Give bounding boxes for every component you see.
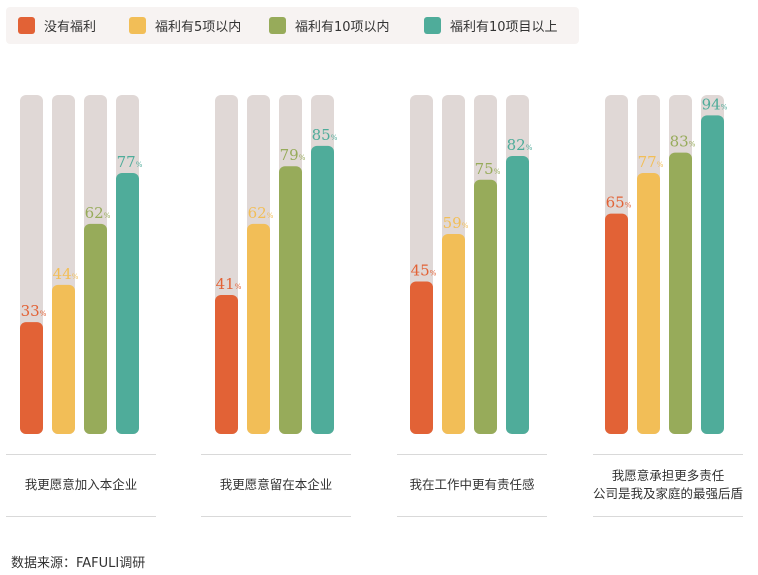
bar [701, 115, 724, 434]
category-label-line: 我更愿意留在本企业 [219, 477, 333, 492]
category-label: 我更愿意加入本企业 [6, 476, 156, 494]
data-label: 82% [507, 136, 533, 154]
bar [215, 295, 238, 434]
legend-swatch [269, 17, 286, 34]
legend-item: 福利有10项以内 [269, 7, 390, 44]
data-label: 33% [21, 302, 47, 320]
data-label: 77% [638, 153, 664, 171]
data-label: 59% [443, 214, 469, 232]
data-label: 85% [312, 126, 338, 144]
bar [116, 172, 139, 434]
bar [637, 172, 660, 434]
data-label: 62% [85, 204, 111, 222]
legend: 没有福利 福利有5项以内 福利有10项以内 福利有10项目以上 [6, 7, 579, 44]
bar [279, 166, 302, 434]
category-label: 我在工作中更有责任感 [397, 476, 547, 494]
bar [410, 281, 433, 434]
category-label-line: 我愿意承担更多责任 [611, 468, 725, 483]
legend-label: 福利有10项目以上 [450, 20, 558, 35]
legend-label: 福利有5项以内 [155, 20, 242, 35]
category-label-line: 我更愿意加入本企业 [24, 477, 138, 492]
data-label: 77% [117, 153, 143, 171]
bar [20, 322, 43, 434]
category-label: 我愿意承担更多责任公司是我及家庭的最强后盾 [593, 467, 743, 503]
legend-swatch [129, 17, 146, 34]
data-label: 44% [53, 265, 79, 283]
group-divider [397, 516, 547, 517]
category-label-line: 公司是我及家庭的最强后盾 [593, 486, 744, 501]
bar [506, 156, 529, 434]
legend-swatch [424, 17, 441, 34]
category-label: 我更愿意留在本企业 [201, 476, 351, 494]
legend-item: 福利有10项目以上 [424, 7, 558, 44]
legend-label: 没有福利 [44, 20, 97, 35]
bar [247, 223, 270, 434]
bar [311, 145, 334, 434]
bar [84, 223, 107, 434]
bar [442, 233, 465, 434]
legend-item: 没有福利 [18, 7, 96, 44]
data-label: 41% [216, 275, 242, 293]
bar [605, 213, 628, 434]
group-divider [201, 454, 351, 455]
group-divider [593, 454, 743, 455]
category-label-line: 我在工作中更有责任感 [409, 477, 535, 492]
group-divider [201, 516, 351, 517]
group-divider [593, 516, 743, 517]
group-divider [6, 516, 156, 517]
data-label: 83% [670, 133, 696, 151]
legend-item: 福利有5项以内 [129, 7, 241, 44]
data-label: 75% [475, 160, 501, 178]
data-label: 65% [606, 194, 632, 212]
group-divider [6, 454, 156, 455]
data-label: 94% [702, 95, 728, 113]
group-divider [397, 454, 547, 455]
data-label: 79% [280, 146, 306, 164]
source-note: 数据来源：FAFULI调研 [11, 556, 146, 571]
bar [52, 284, 75, 434]
legend-label: 福利有10项以内 [295, 20, 390, 35]
legend-swatch [18, 17, 35, 34]
bar [669, 152, 692, 434]
bar [474, 179, 497, 434]
data-label: 45% [411, 261, 437, 279]
data-label: 62% [248, 204, 274, 222]
